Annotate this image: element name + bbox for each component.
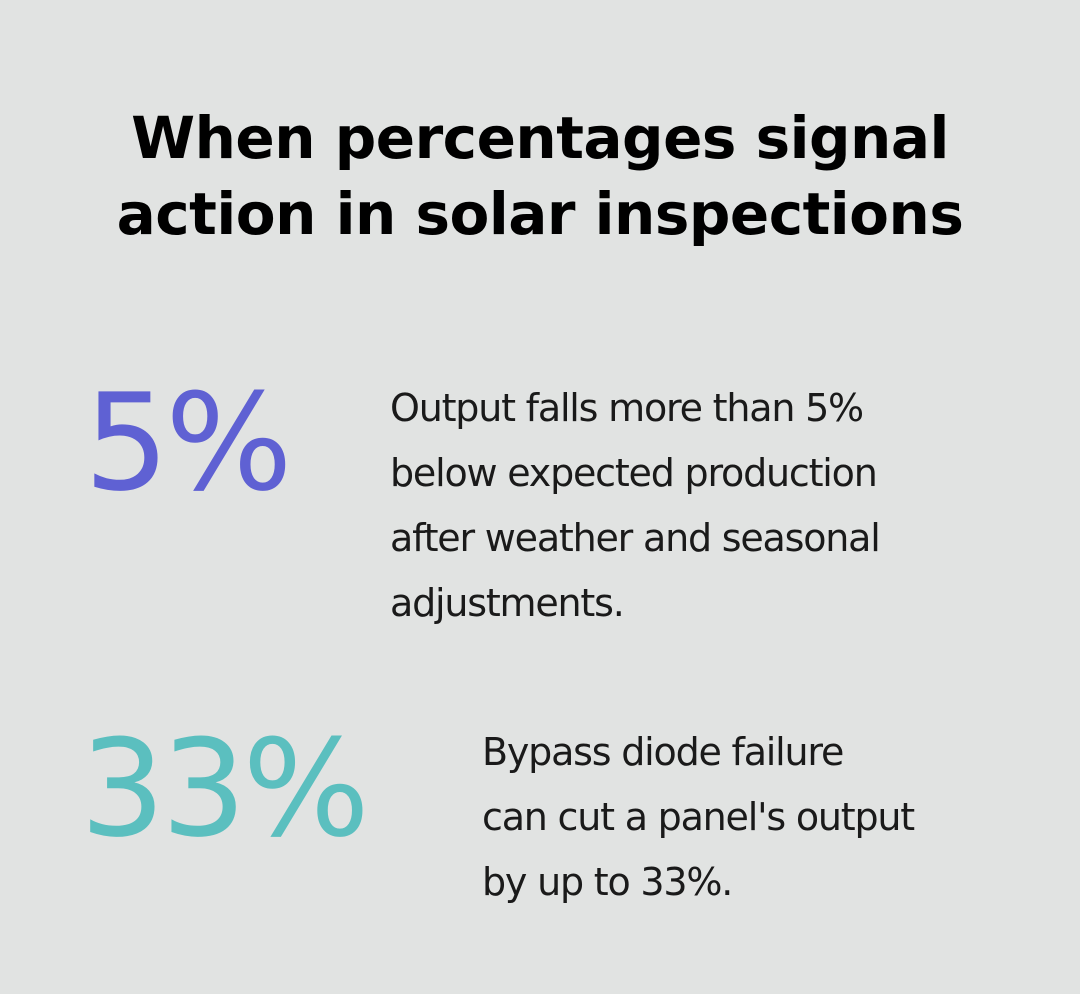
description-line: can cut a panel's output	[482, 795, 915, 839]
description-line: by up to 33%.	[482, 860, 733, 904]
stat-description-33-percent: Bypass diode failure can cut a panel's o…	[482, 720, 1052, 915]
description-line: Bypass diode failure	[482, 730, 844, 774]
description-line: below expected production	[390, 451, 878, 495]
infographic-title: When percentages signal action in solar …	[0, 100, 1080, 252]
title-line: When percentages signal	[131, 104, 949, 172]
title-line: action in solar inspections	[116, 180, 964, 248]
description-line: after weather and seasonal	[390, 516, 881, 560]
stat-value-33-percent: 33%	[80, 711, 370, 867]
stat-description-5-percent: Output falls more than 5% below expected…	[390, 376, 1050, 636]
description-line: adjustments.	[390, 581, 625, 625]
description-line: Output falls more than 5%	[390, 386, 864, 430]
stat-value-5-percent: 5%	[84, 365, 293, 521]
